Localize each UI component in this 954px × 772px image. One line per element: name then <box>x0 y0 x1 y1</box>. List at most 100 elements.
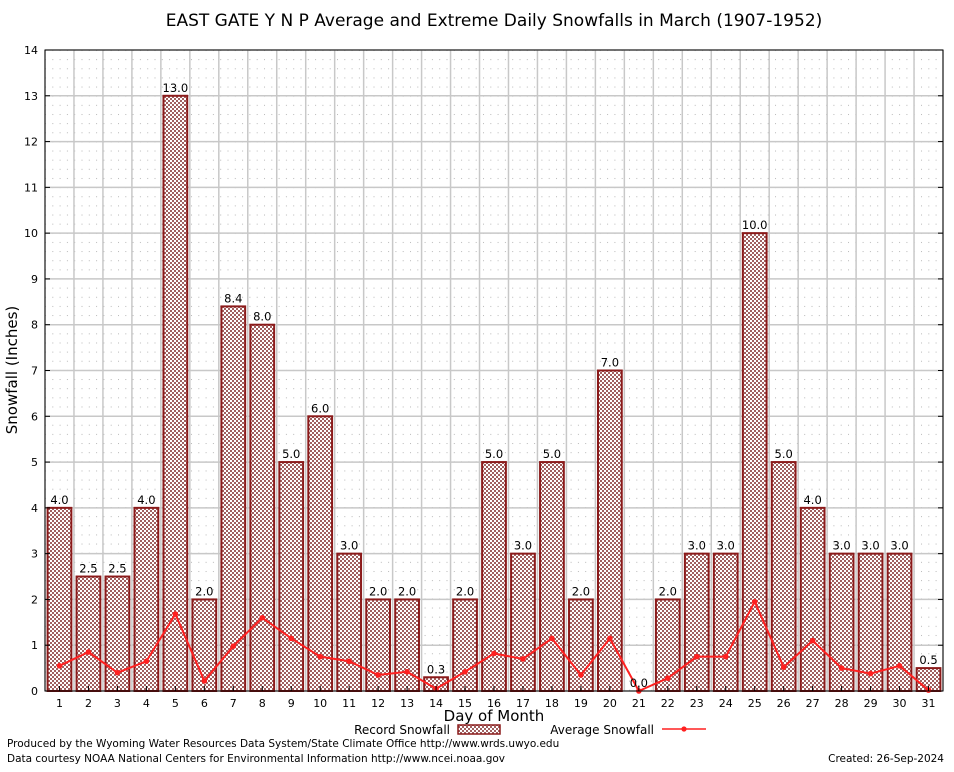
bar-value-label: 0.0 <box>630 676 648 690</box>
y-tick-label: 12 <box>24 136 38 149</box>
bar-record-day-26 <box>770 461 797 693</box>
y-tick-label: 2 <box>31 593 38 606</box>
average-point-day-29 <box>867 670 874 677</box>
x-tick-label: 26 <box>777 697 791 710</box>
x-tick-label: 18 <box>545 697 559 710</box>
footer-produced-by: Produced by the Wyoming Water Resources … <box>7 738 560 750</box>
bar-value-label: 2.0 <box>456 584 474 598</box>
average-point-day-8 <box>259 614 266 621</box>
x-tick-label: 29 <box>864 697 878 710</box>
y-tick-label: 6 <box>31 410 38 423</box>
average-point-day-6 <box>201 678 208 684</box>
bar-value-label: 0.5 <box>919 653 937 667</box>
average-point-day-26 <box>780 664 787 670</box>
bar-record-day-24 <box>712 552 739 693</box>
bar-value-label: 3.0 <box>688 539 706 553</box>
bar-value-label: 2.5 <box>79 562 97 576</box>
average-point-day-30 <box>896 663 903 669</box>
average-point-day-27 <box>809 637 816 644</box>
x-tick-label: 11 <box>342 697 356 710</box>
bar-record-day-18 <box>539 461 565 693</box>
x-tick-label: 21 <box>632 697 646 710</box>
bar-value-label: 3.0 <box>717 539 735 553</box>
x-tick-label: 15 <box>458 697 472 710</box>
x-tick-label: 5 <box>172 697 179 710</box>
x-tick-label: 17 <box>516 697 530 710</box>
y-tick-label: 10 <box>24 227 38 240</box>
bar-value-label: 2.0 <box>398 584 416 598</box>
average-point-day-7 <box>230 643 237 649</box>
average-point-day-23 <box>693 653 700 660</box>
x-tick-label: 9 <box>288 697 295 710</box>
bar-value-label: 8.0 <box>253 310 271 324</box>
average-point-day-18 <box>549 635 555 642</box>
y-tick-label: 7 <box>31 365 38 378</box>
bar-record-day-27 <box>799 506 826 692</box>
x-tick-label: 25 <box>748 697 762 710</box>
legend-record-swatch <box>457 724 501 735</box>
bar-value-label: 6.0 <box>311 401 329 415</box>
x-tick-label: 28 <box>835 697 849 710</box>
x-tick-label: 20 <box>603 697 617 710</box>
bar-record-day-11 <box>336 552 363 693</box>
average-point-day-20 <box>607 635 613 642</box>
bar-value-label: 2.0 <box>195 584 213 598</box>
bar-value-label: 4.0 <box>137 493 155 507</box>
bar-value-label: 3.0 <box>340 539 358 553</box>
average-point-day-2 <box>85 649 92 655</box>
bar-value-label: 3.0 <box>832 539 850 553</box>
bar-value-label: 2.0 <box>369 584 387 598</box>
bar-value-label: 4.0 <box>803 493 821 507</box>
legend-average-label: Average Snowfall <box>550 723 654 737</box>
bar-value-label: 5.0 <box>485 447 503 461</box>
x-tick-label: 12 <box>371 697 385 710</box>
bar-value-label: 2.0 <box>659 584 677 598</box>
y-axis-label: Snowfall (Inches) <box>3 306 21 434</box>
average-point-day-1 <box>56 663 63 669</box>
x-tick-label: 7 <box>230 697 237 710</box>
y-tick-label: 11 <box>24 181 38 194</box>
footer-created: Created: 26-Sep-2024 <box>828 753 944 765</box>
bar-record-day-6 <box>191 598 218 693</box>
average-point-day-5 <box>172 611 179 617</box>
x-tick-label: 14 <box>429 697 443 710</box>
legend: Record Snowfall Average Snowfall <box>354 723 706 737</box>
bar-value-label: 2.0 <box>572 584 590 598</box>
average-point-day-12 <box>375 672 381 678</box>
y-tick-label: 14 <box>24 44 38 57</box>
bar-record-day-8 <box>249 323 276 692</box>
average-point-day-13 <box>404 668 410 675</box>
average-point-day-16 <box>491 650 497 657</box>
bar-record-day-2 <box>75 575 102 692</box>
bar-record-day-17 <box>510 552 536 693</box>
y-tick-label: 4 <box>31 502 38 515</box>
average-point-day-9 <box>288 635 295 642</box>
average-point-day-17 <box>520 656 526 662</box>
x-tick-label: 30 <box>893 697 907 710</box>
bar-value-label: 5.0 <box>775 447 793 461</box>
bar-record-day-23 <box>683 552 710 693</box>
x-tick-label: 4 <box>143 697 150 710</box>
y-tick-label: 3 <box>31 548 38 561</box>
bar-value-label: 13.0 <box>163 81 189 95</box>
y-tick-label: 8 <box>31 319 38 332</box>
y-tick-label: 5 <box>31 456 38 469</box>
bar-value-label: 8.4 <box>224 291 242 305</box>
footer-data-courtesy: Data courtesy NOAA National Centers for … <box>7 753 506 765</box>
bar-value-label: 3.0 <box>890 539 908 553</box>
bar-record-day-7 <box>220 305 247 692</box>
bar-value-label: 3.0 <box>861 539 879 553</box>
bar-value-label: 5.0 <box>282 447 300 461</box>
average-point-day-15 <box>462 668 468 675</box>
x-tick-label: 27 <box>806 697 820 710</box>
y-tick-label: 0 <box>31 685 38 698</box>
x-tick-label: 6 <box>201 697 208 710</box>
average-point-day-10 <box>317 653 323 660</box>
x-tick-label: 1 <box>56 697 63 710</box>
y-tick-label: 9 <box>31 273 38 286</box>
bar-record-day-16 <box>481 461 507 693</box>
bar-value-label: 2.5 <box>108 562 126 576</box>
bar-value-label: 5.0 <box>543 447 561 461</box>
bar-value-label: 10.0 <box>742 218 768 232</box>
